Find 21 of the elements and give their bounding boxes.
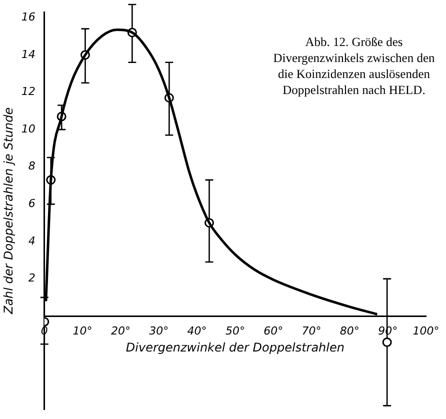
y-tick-label: 6 bbox=[28, 197, 36, 210]
x-tick-label: 20° bbox=[110, 324, 130, 338]
x-tick-label: 10° bbox=[72, 324, 92, 338]
x-tick-label: 80° bbox=[340, 324, 360, 338]
y-tick-label: 16 bbox=[21, 10, 36, 24]
y-axis-title: Zahl der Doppelstrahlen je Stunde bbox=[1, 107, 16, 316]
x-tick-label: 30° bbox=[149, 324, 169, 338]
x-tick-label: 50° bbox=[225, 324, 245, 338]
x-tick-label: 70° bbox=[302, 324, 322, 338]
y-tick-label: 4 bbox=[28, 234, 36, 248]
x-tick-label: 40° bbox=[187, 324, 207, 338]
y-tick-label: 2 bbox=[28, 272, 36, 285]
y-tick-label: 12 bbox=[21, 85, 36, 98]
y-tick-label: 14 bbox=[21, 48, 36, 61]
annotation: Abb. 12. Größe des Divergenzwinkels zwischen den die Koinzidenzen auslösenden Doppelstrahlen nach HELD. bbox=[268, 34, 440, 98]
point bbox=[382, 337, 392, 347]
x-tick-label: 100° bbox=[412, 324, 440, 338]
x-axis-title: Divergenzwinkel der Doppelstrahlen bbox=[126, 340, 344, 355]
y-tick-label: 10 bbox=[21, 122, 36, 136]
x-tick-label: 60° bbox=[264, 324, 284, 338]
y-tick-label: 8 bbox=[28, 160, 36, 173]
